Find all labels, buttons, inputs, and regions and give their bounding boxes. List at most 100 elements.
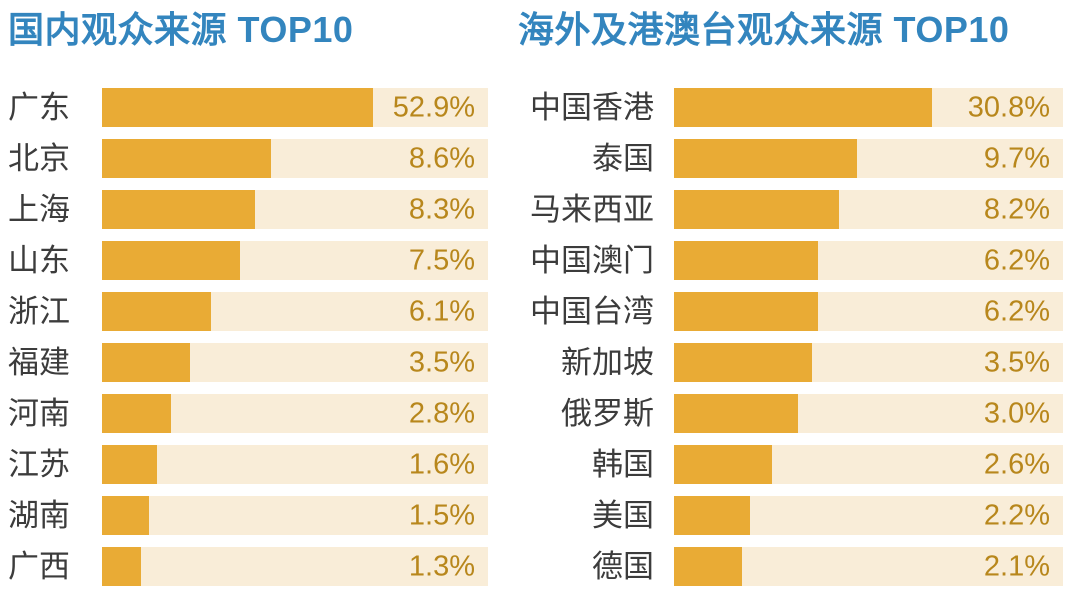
category-label: 浙江 bbox=[8, 294, 70, 329]
category-label: 北京 bbox=[8, 141, 70, 176]
value-label: 6.2% bbox=[983, 295, 1050, 327]
bar-row: 美国 2.2% bbox=[518, 496, 1063, 535]
value-label: 1.3% bbox=[408, 550, 475, 582]
category-label: 新加坡 bbox=[561, 345, 654, 380]
bar-row: 广东 52.9% bbox=[8, 88, 488, 127]
bar-row: 中国澳门 6.2% bbox=[518, 241, 1063, 280]
bar-row: 上海 8.3% bbox=[8, 190, 488, 229]
chart-title-domestic: 国内观众来源 TOP10 bbox=[8, 9, 354, 50]
value-label: 2.8% bbox=[408, 397, 475, 429]
value-label: 6.1% bbox=[408, 295, 475, 327]
bar-fill bbox=[674, 394, 799, 433]
category-label: 上海 bbox=[8, 192, 70, 227]
bar-fill bbox=[674, 139, 857, 178]
bar-row: 中国香港 30.8% bbox=[518, 88, 1063, 127]
category-label: 山东 bbox=[8, 243, 70, 278]
category-label: 江苏 bbox=[8, 447, 70, 482]
category-label: 中国台湾 bbox=[530, 294, 654, 329]
category-label: 中国香港 bbox=[530, 90, 654, 125]
bar-fill bbox=[102, 139, 272, 178]
bar-row: 德国 2.1% bbox=[518, 547, 1063, 586]
bar-fill bbox=[102, 241, 241, 280]
bar-fill bbox=[102, 496, 149, 535]
value-label: 3.5% bbox=[983, 346, 1050, 378]
bar-fill bbox=[674, 292, 818, 331]
bar-row: 江苏 1.6% bbox=[8, 445, 488, 484]
bar-row: 广西 1.3% bbox=[8, 547, 488, 586]
category-label: 俄罗斯 bbox=[561, 396, 654, 431]
bar-row: 浙江 6.1% bbox=[8, 292, 488, 331]
value-label: 30.8% bbox=[967, 91, 1050, 123]
bar-track: 1.3% bbox=[102, 547, 488, 586]
category-label: 美国 bbox=[592, 498, 654, 533]
category-label: 广东 bbox=[8, 90, 70, 125]
category-label: 广西 bbox=[8, 549, 70, 584]
bar-row: 泰国 9.7% bbox=[518, 139, 1063, 178]
category-label: 韩国 bbox=[592, 447, 654, 482]
bar-track: 2.8% bbox=[102, 394, 488, 433]
bar-fill bbox=[102, 190, 256, 229]
value-label: 1.5% bbox=[408, 499, 475, 531]
bar-fill bbox=[102, 547, 141, 586]
bar-fill bbox=[674, 88, 932, 127]
bar-track: 2.6% bbox=[674, 445, 1063, 484]
bar-row: 河南 2.8% bbox=[8, 394, 488, 433]
category-label: 湖南 bbox=[8, 498, 70, 533]
bar-fill bbox=[102, 292, 212, 331]
bar-row: 韩国 2.6% bbox=[518, 445, 1063, 484]
bar-row: 中国台湾 6.2% bbox=[518, 292, 1063, 331]
value-label: 1.6% bbox=[408, 448, 475, 480]
bar-track: 2.2% bbox=[674, 496, 1063, 535]
bar-fill bbox=[102, 343, 190, 382]
bar-track: 6.2% bbox=[674, 292, 1063, 331]
bar-track: 1.5% bbox=[102, 496, 488, 535]
value-label: 8.3% bbox=[408, 193, 475, 225]
category-label: 马来西亚 bbox=[530, 192, 654, 227]
bar-fill bbox=[674, 496, 751, 535]
bar-track: 7.5% bbox=[102, 241, 488, 280]
category-label: 河南 bbox=[8, 396, 70, 431]
value-label: 2.1% bbox=[983, 550, 1050, 582]
bar-fill bbox=[102, 88, 373, 127]
bar-track: 6.2% bbox=[674, 241, 1063, 280]
value-label: 7.5% bbox=[408, 244, 475, 276]
bar-fill bbox=[674, 547, 743, 586]
value-label: 52.9% bbox=[392, 91, 475, 123]
value-label: 6.2% bbox=[983, 244, 1050, 276]
bar-row: 北京 8.6% bbox=[8, 139, 488, 178]
bar-track: 3.5% bbox=[102, 343, 488, 382]
bar-fill bbox=[674, 343, 812, 382]
category-label: 福建 bbox=[8, 345, 70, 380]
bar-row: 湖南 1.5% bbox=[8, 496, 488, 535]
bar-track: 3.0% bbox=[674, 394, 1063, 433]
value-label: 2.2% bbox=[983, 499, 1050, 531]
value-label: 8.6% bbox=[408, 142, 475, 174]
bar-track: 2.1% bbox=[674, 547, 1063, 586]
bar-row: 福建 3.5% bbox=[8, 343, 488, 382]
bar-track: 8.6% bbox=[102, 139, 488, 178]
bar-fill bbox=[102, 394, 171, 433]
bar-fill bbox=[674, 241, 818, 280]
bar-fill bbox=[674, 190, 840, 229]
bar-rows-domestic: 广东 52.9% 北京 8.6% 上海 8.3% 山东 7.5% 浙江 6.1% 福建 3.5% 河南 2… bbox=[8, 88, 488, 586]
bar-track: 6.1% bbox=[102, 292, 488, 331]
bar-track: 3.5% bbox=[674, 343, 1063, 382]
bar-row: 俄罗斯 3.0% bbox=[518, 394, 1063, 433]
bar-fill bbox=[102, 445, 157, 484]
value-label: 9.7% bbox=[983, 142, 1050, 174]
bar-track: 9.7% bbox=[674, 139, 1063, 178]
category-label: 德国 bbox=[592, 549, 654, 584]
value-label: 8.2% bbox=[983, 193, 1050, 225]
bar-row: 山东 7.5% bbox=[8, 241, 488, 280]
bar-rows-overseas: 中国香港 30.8% 泰国 9.7% 马来西亚 8.2% 中国澳门 6.2% 中国台湾 6.2% 新… bbox=[518, 88, 1063, 586]
bar-row: 马来西亚 8.2% bbox=[518, 190, 1063, 229]
value-label: 3.0% bbox=[983, 397, 1050, 429]
bar-track: 8.3% bbox=[102, 190, 488, 229]
bar-track: 30.8% bbox=[674, 88, 1063, 127]
chart-overseas-top10: 海外及港澳台观众来源 TOP10 中国香港 30.8% 泰国 9.7% 马来西亚 8.2%… bbox=[518, 8, 1063, 598]
chart-title-overseas: 海外及港澳台观众来源 TOP10 bbox=[518, 9, 1010, 50]
value-label: 3.5% bbox=[408, 346, 475, 378]
bar-track: 8.2% bbox=[674, 190, 1063, 229]
bar-track: 1.6% bbox=[102, 445, 488, 484]
chart-domestic-top10: 国内观众来源 TOP10 广东 52.9% 北京 8.6% 上海 8.3% 山东 7.5% 浙江… bbox=[8, 8, 488, 598]
